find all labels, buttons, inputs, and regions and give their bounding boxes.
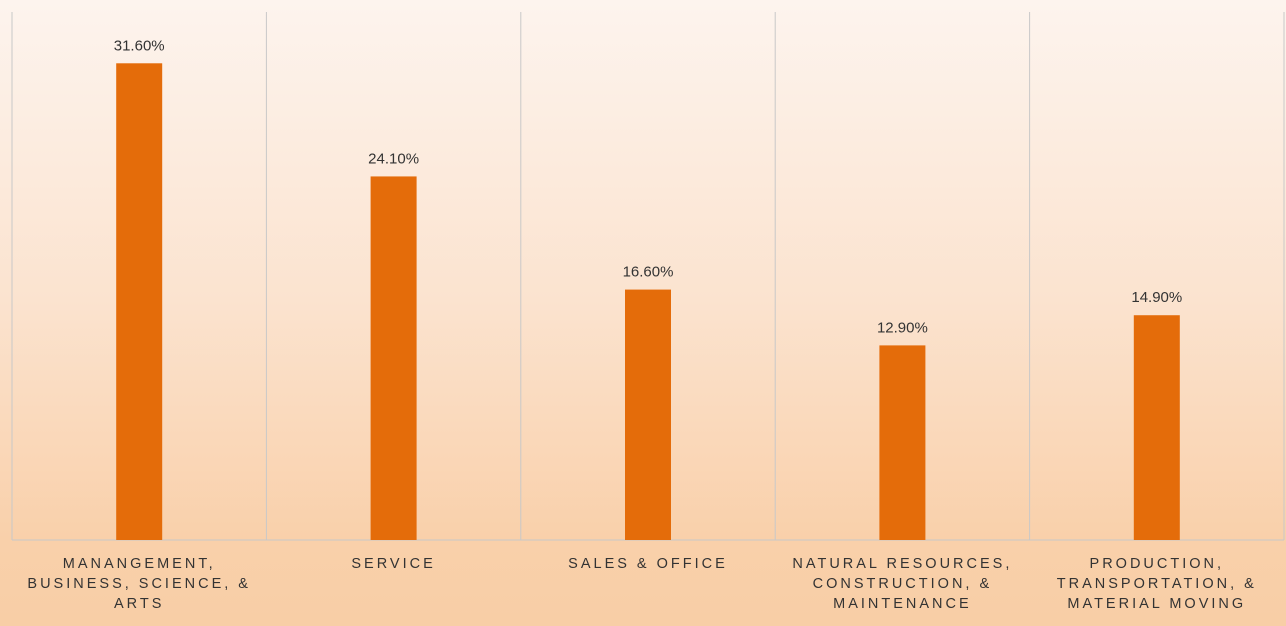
bar xyxy=(1133,315,1180,540)
data-label: 31.60% xyxy=(114,37,165,54)
x-tick-label: MANANGEMENT, BUSINESS, SCIENCE, & ARTS xyxy=(27,556,251,612)
x-tick-label: SALES & OFFICE xyxy=(568,556,728,572)
x-tick-label: SERVICE xyxy=(351,556,436,572)
bar xyxy=(879,345,926,540)
bar xyxy=(370,176,417,541)
data-label: 12.90% xyxy=(877,319,928,336)
x-tick-label: NATURAL RESOURCES, CONSTRUCTION, & MAINT… xyxy=(792,556,1013,612)
bar xyxy=(625,289,671,540)
data-label: 16.60% xyxy=(623,264,674,281)
bar xyxy=(116,63,163,540)
x-tick-label: PRODUCTION, TRANSPORTATION, & MATERIAL M… xyxy=(1056,556,1257,612)
data-label: 14.90% xyxy=(1131,289,1182,306)
data-label: 24.10% xyxy=(368,150,419,167)
